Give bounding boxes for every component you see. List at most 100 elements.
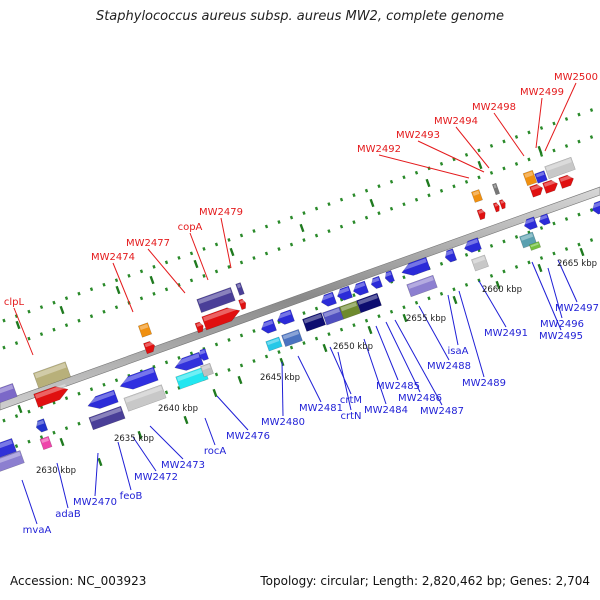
guide-dot <box>14 444 19 448</box>
scale-tick <box>149 275 155 285</box>
guide-dot <box>64 323 69 328</box>
gene-glyph <box>119 366 159 390</box>
leader-line <box>417 140 485 173</box>
gene-glyph-highlight <box>323 308 340 318</box>
gene-label-mw2491: MW2491 <box>484 328 528 339</box>
gene-features <box>0 156 600 472</box>
scale-label: 2630 kbp <box>36 466 76 476</box>
scale-tick <box>59 437 65 447</box>
gene-glyph-highlight <box>197 288 232 305</box>
scale-label: 2650 kbp <box>333 342 373 352</box>
guide-dot <box>302 238 306 242</box>
gene-feature <box>265 336 283 352</box>
guide-dot <box>277 247 281 251</box>
guide-dot <box>464 152 469 157</box>
guide-dot <box>27 309 31 314</box>
leader-line <box>375 325 399 381</box>
guide-dot <box>252 256 256 260</box>
gene-label-mw2494: MW2494 <box>434 116 478 127</box>
gene-feature <box>339 300 361 320</box>
scale-tick <box>137 430 143 440</box>
scale-tick <box>15 320 21 330</box>
guide-dot <box>502 269 506 274</box>
gene-glyph <box>524 216 538 231</box>
gene-glyph-highlight <box>523 218 535 225</box>
gene-feature <box>542 179 558 194</box>
gene-label-mw2481: MW2481 <box>299 403 343 414</box>
guide-dot <box>77 318 81 323</box>
gene-glyph <box>529 183 543 198</box>
leader-line <box>385 321 421 393</box>
guide-dot <box>527 157 531 162</box>
gene-glyph <box>542 179 558 194</box>
leader-line <box>547 267 563 319</box>
leader-line <box>455 126 490 169</box>
gene-glyph-highlight <box>196 322 203 327</box>
gene-glyph-highlight <box>472 256 486 264</box>
guide-dot <box>27 439 31 444</box>
scale-label: 2645 kbp <box>260 373 300 383</box>
scale-tick <box>193 259 199 269</box>
guide-dot <box>302 311 306 315</box>
guide-dot <box>152 264 156 269</box>
guide-dot <box>339 224 344 229</box>
guide-dot <box>577 112 581 117</box>
gene-feature <box>143 341 155 355</box>
gene-feature <box>463 237 482 253</box>
scale-tick <box>183 415 189 425</box>
gene-glyph-highlight <box>35 419 45 427</box>
gene-label-mw2487: MW2487 <box>420 406 464 417</box>
gene-glyph <box>175 366 209 390</box>
guide-dot <box>189 351 194 356</box>
gene-glyph-highlight <box>90 407 122 422</box>
guide-dot <box>577 212 581 217</box>
gene-glyph-highlight <box>34 363 67 379</box>
guide-dot <box>464 252 469 257</box>
gene-label-mw2474: MW2474 <box>91 252 135 263</box>
gene-glyph <box>445 248 458 263</box>
guide-dot <box>39 305 44 310</box>
guide-dot <box>564 117 569 121</box>
guide-dot <box>14 414 19 418</box>
guide-dot <box>489 273 494 278</box>
leader-line <box>447 294 459 346</box>
gene-glyph-highlight <box>520 233 534 241</box>
guide-dot <box>64 426 69 431</box>
leader-line <box>112 262 134 313</box>
gene-feature <box>492 202 500 213</box>
gene-glyph <box>143 341 155 355</box>
gene-feature <box>491 182 501 196</box>
gene-label-mvaa: mvaA <box>23 525 52 536</box>
guide-dot <box>439 291 444 296</box>
gene-feature <box>498 199 506 210</box>
guide-dot <box>139 296 144 301</box>
gene-glyph-highlight <box>524 171 534 178</box>
gene-label-feob: feoB <box>120 491 143 502</box>
guide-dot <box>77 391 81 396</box>
guide-dot <box>514 135 519 139</box>
gene-glyph-highlight <box>538 214 548 221</box>
gene-feature <box>175 366 209 390</box>
guide-dot <box>314 233 319 238</box>
gene-feature <box>198 348 209 361</box>
guide-dot <box>389 206 394 211</box>
gene-glyph-highlight <box>276 310 292 320</box>
gene-glyph-highlight <box>463 238 479 248</box>
gene-feature <box>86 389 119 409</box>
scale-labels: 2630 kbp 2635 kbp 2640 kbp 2645 kbp 2650 kbp… <box>36 259 597 476</box>
gene-feature <box>523 216 538 231</box>
guide-dot <box>314 306 319 311</box>
guide-dot <box>277 220 281 224</box>
gene-glyph-highlight <box>543 179 557 187</box>
scale-tick <box>452 295 458 305</box>
guide-dot <box>377 184 381 189</box>
gene-label-mw2480: MW2480 <box>261 417 305 428</box>
leader-line <box>220 217 232 269</box>
gene-feature <box>119 366 159 390</box>
guide-dot <box>89 287 94 292</box>
gene-feature <box>529 183 543 198</box>
guide-dot <box>414 300 419 305</box>
